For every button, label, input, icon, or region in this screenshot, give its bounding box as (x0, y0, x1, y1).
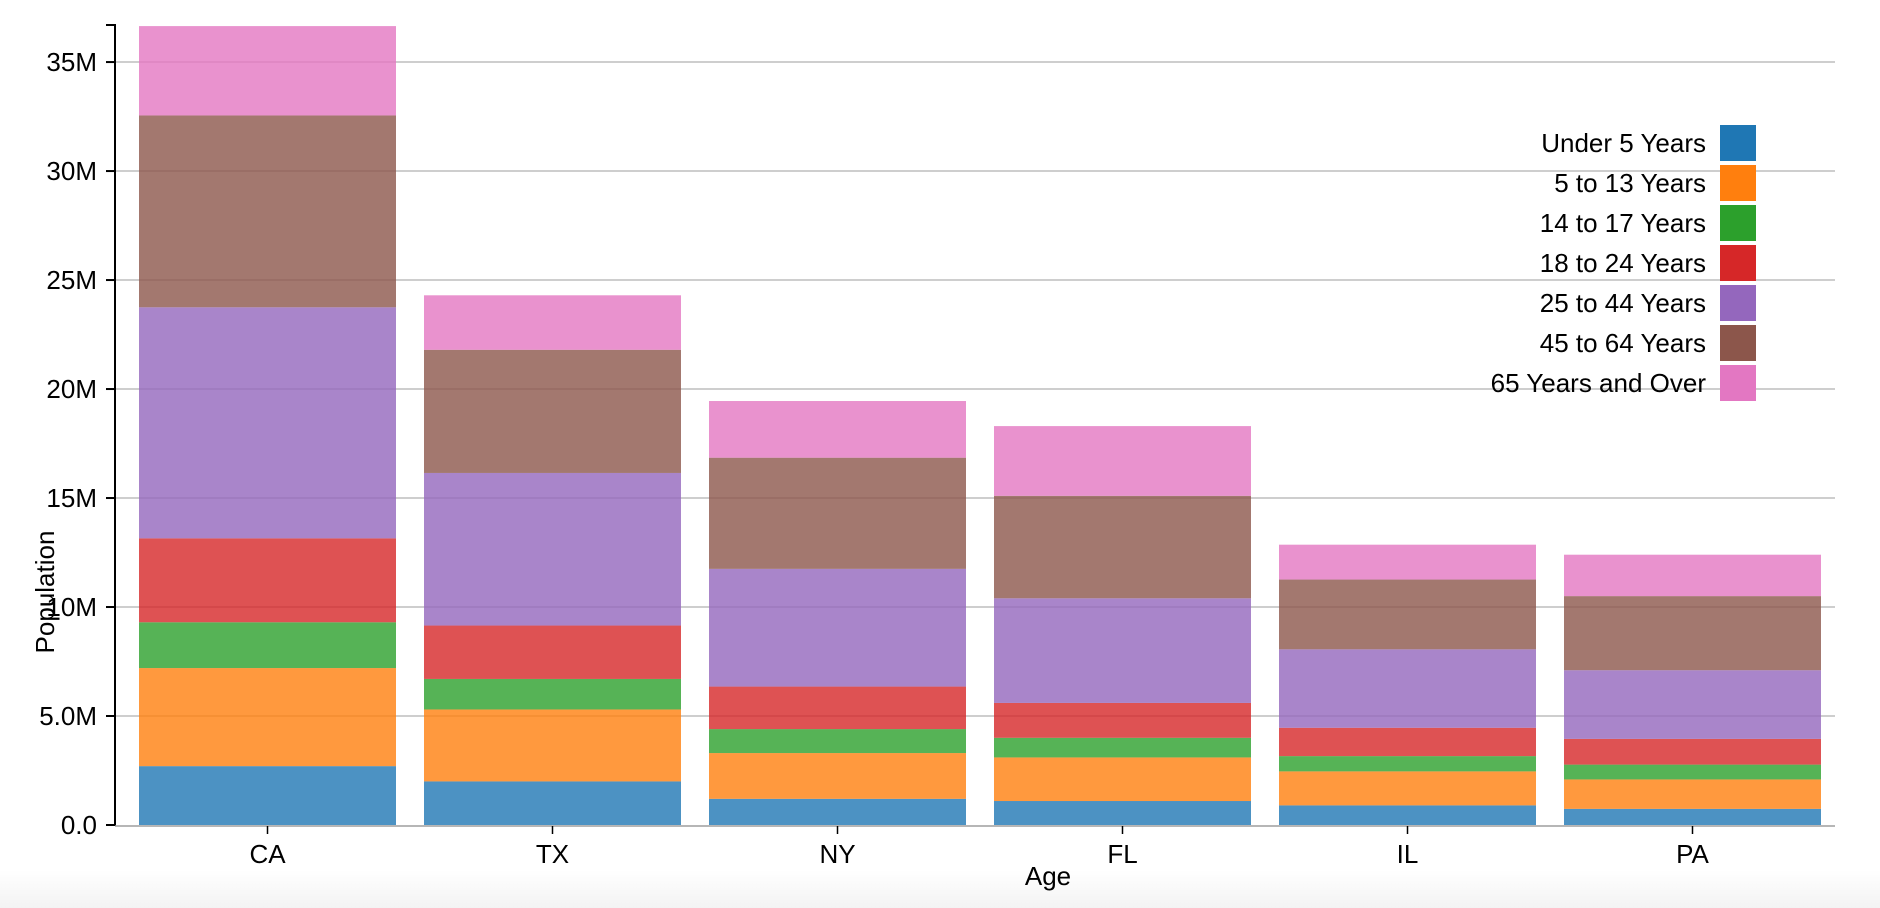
bar-segment (1564, 670, 1821, 739)
bar-segment (709, 729, 966, 754)
x-tick-label: TX (536, 839, 569, 869)
bar-segment (1279, 579, 1536, 650)
bar-segment (424, 678, 681, 710)
x-tick-label: PA (1676, 839, 1709, 869)
legend-swatch (1720, 365, 1756, 401)
legend-swatch (1720, 205, 1756, 241)
bar-segment (994, 757, 1251, 802)
bar-stack-pa (1564, 554, 1821, 825)
bar-segment (139, 766, 396, 825)
bar-segment (1279, 727, 1536, 757)
gridlines (115, 61, 1835, 717)
legend-label: 14 to 17 Years (1540, 208, 1706, 238)
bar-stack-il (1279, 544, 1536, 825)
legend-swatch (1720, 165, 1756, 201)
bar-segment (1279, 544, 1536, 580)
x-axis-title: Age (1025, 861, 1071, 891)
x-tick-label: IL (1397, 839, 1419, 869)
bar-segment (994, 598, 1251, 703)
legend-label: 25 to 44 Years (1540, 288, 1706, 318)
bar-segment (1564, 554, 1821, 597)
bar-stack-ny (709, 401, 966, 825)
legend-swatch (1720, 325, 1756, 361)
bar-segment (709, 798, 966, 825)
bar-segment (139, 307, 396, 539)
bar-segment (994, 495, 1251, 599)
x-tick-label: CA (249, 839, 286, 869)
bar-segment (709, 568, 966, 687)
y-tick-label: 35M (46, 47, 97, 77)
bar-stack-ca (139, 26, 396, 825)
bar-segment (1279, 756, 1536, 772)
legend-label: 5 to 13 Years (1554, 168, 1706, 198)
bar-segment (139, 622, 396, 669)
y-tick-label: 15M (46, 483, 97, 513)
bar-stack-fl (994, 426, 1251, 825)
legend-swatch (1720, 125, 1756, 161)
legend-swatch (1720, 245, 1756, 281)
bars (139, 26, 1821, 825)
y-tick-label: 0.0 (61, 810, 97, 840)
bar-segment (994, 702, 1251, 738)
y-axis: 0.0 5.0M 10M 15M 20M 25M 30M 35M (39, 24, 116, 840)
bar-segment (709, 753, 966, 799)
y-tick-label: 25M (46, 265, 97, 295)
bar-segment (1279, 805, 1536, 825)
x-tick-label: FL (1107, 839, 1137, 869)
y-tick-label: 5.0M (39, 701, 97, 731)
legend-label: 18 to 24 Years (1540, 248, 1706, 278)
bar-segment (424, 295, 681, 350)
bar-segment (1564, 808, 1821, 825)
bar-segment (709, 686, 966, 730)
y-axis-title: Population (30, 531, 60, 654)
legend-swatch (1720, 285, 1756, 321)
bar-segment (1279, 771, 1536, 806)
bar-segment (424, 709, 681, 782)
legend: Under 5 Years 5 to 13 Years 14 to 17 Years… (1491, 125, 1756, 401)
bar-stack-tx (424, 295, 681, 825)
x-tick-label: NY (819, 839, 855, 869)
bar-segment (424, 781, 681, 825)
bar-segment (709, 457, 966, 569)
bar-segment (139, 115, 396, 308)
bar-segment (709, 401, 966, 458)
bar-segment (139, 538, 396, 623)
bar-segment (994, 737, 1251, 758)
bar-segment (1279, 649, 1536, 728)
y-tick-label: 30M (46, 156, 97, 186)
bar-segment (994, 426, 1251, 496)
bar-segment (1564, 764, 1821, 780)
bar-segment (139, 26, 396, 116)
y-axis-line (106, 24, 116, 826)
bar-segment (139, 668, 396, 767)
legend-label: 45 to 64 Years (1540, 328, 1706, 358)
bar-segment (424, 349, 681, 473)
bar-segment (424, 625, 681, 679)
bar-segment (994, 801, 1251, 825)
bar-segment (1564, 738, 1821, 765)
legend-label: 65 Years and Over (1491, 368, 1707, 398)
legend-label: Under 5 Years (1541, 128, 1706, 158)
bar-segment (424, 472, 681, 626)
bar-segment (1564, 596, 1821, 671)
x-axis: CA TX NY FL IL PA (115, 825, 1835, 869)
y-tick-label: 10M (46, 592, 97, 622)
y-tick-label: 20M (46, 374, 97, 404)
bar-segment (1564, 779, 1821, 809)
